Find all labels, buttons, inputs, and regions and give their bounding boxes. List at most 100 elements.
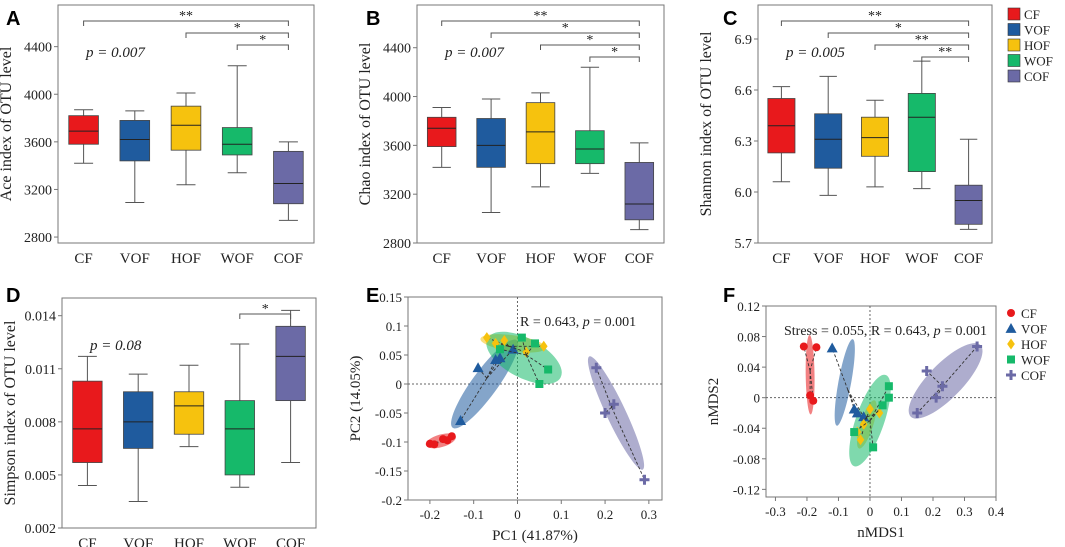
y-tick-label: 6.6	[735, 84, 753, 99]
box-vof	[814, 113, 843, 169]
x-tick-label: HOF	[860, 251, 890, 267]
spoke-line	[525, 354, 540, 385]
y-axis-label: Chao index of OTU level	[357, 42, 374, 205]
y-tick-label: -0.15	[375, 464, 402, 479]
point-wof	[544, 365, 553, 374]
plot-frame	[757, 4, 993, 244]
x-tick-label: -0.2	[420, 507, 441, 522]
panel-d: 0.002 0.005 0.008 0.011 0.014 Simpson index o…	[2, 297, 317, 547]
y-axis-label: nMDS2	[706, 378, 722, 426]
panel-letter: D	[6, 285, 20, 307]
point-hof	[482, 332, 491, 344]
significance-mark: *	[262, 302, 269, 317]
y-tick-label: 3200	[24, 183, 52, 198]
point-cof	[912, 407, 923, 418]
legend-label: VOF	[1021, 322, 1047, 337]
y-tick-label: 4400	[24, 41, 52, 56]
point-vof	[455, 415, 467, 425]
stats-annotation: R = 0.643, p = 0.001	[520, 315, 636, 330]
point-vof	[472, 362, 484, 373]
legend-label: COF	[1024, 69, 1049, 84]
point-hof	[856, 434, 865, 446]
box-hof	[170, 105, 202, 151]
point-vof	[826, 342, 838, 353]
y-tick-label: 4000	[383, 91, 411, 106]
panel-letter: E	[366, 285, 379, 307]
point-wof	[495, 345, 504, 354]
p-value-label: p = 0.005	[785, 45, 845, 61]
point-cf	[439, 435, 448, 444]
box-vof	[119, 120, 151, 162]
x-tick-label: COF	[274, 251, 303, 267]
panel-f: -0.3 -0.2 -0.1 0 0.1 0.2 0.3 0.4 -0.12 -0.08 -0.04…	[706, 299, 1005, 541]
y-axis-label: Shannon index of OTU level	[698, 31, 715, 216]
point-wof	[531, 339, 539, 348]
x-tick-label: 0.1	[893, 504, 909, 519]
legend-swatch-hof	[1007, 38, 1021, 52]
y-axis-label: Simpson index of OTU level	[2, 320, 19, 505]
box-wof	[907, 93, 936, 172]
plot-frame	[61, 297, 317, 529]
significance-mark: **	[938, 45, 952, 60]
x-tick-label: HOF	[174, 536, 204, 547]
significance-bracket	[540, 44, 640, 50]
y-tick-label: 0.005	[25, 469, 57, 484]
y-tick-label: 0.002	[25, 522, 57, 537]
plot-frame	[416, 4, 665, 244]
y-tick-label: -0.2	[381, 493, 402, 508]
significance-mark: **	[534, 9, 548, 24]
point-wof	[517, 333, 526, 342]
spoke-line	[809, 347, 817, 372]
panel-b: 2800 3200 3600 4000 4400 Chao index of OTU le…	[357, 4, 665, 267]
x-tick-label: CF	[78, 536, 96, 547]
box-cof	[275, 325, 306, 402]
y-tick-label: 0	[754, 391, 761, 406]
point-cf	[799, 342, 808, 351]
box-wof	[575, 130, 605, 165]
spoke-line	[926, 370, 943, 387]
point-hof	[491, 337, 500, 349]
box-cof	[954, 184, 983, 225]
y-tick-label: 0.008	[25, 416, 57, 431]
spoke-line	[916, 385, 943, 414]
point-wof	[884, 393, 893, 402]
x-tick-label: VOF	[476, 251, 506, 267]
triangle-icon	[1005, 323, 1017, 333]
significance-mark: **	[868, 9, 882, 24]
x-tick-label: 0	[514, 507, 521, 522]
x-tick-label: CF	[433, 251, 451, 267]
y-tick-label: 0.08	[737, 330, 760, 345]
y-tick-label: -0.05	[375, 406, 402, 421]
point-cf	[430, 440, 439, 449]
point-cf	[809, 396, 818, 405]
legend-label: WOF	[1024, 54, 1053, 69]
x-tick-label: -0.1	[463, 507, 484, 522]
y-tick-label: 0.15	[379, 290, 402, 305]
spoke-line	[856, 416, 868, 433]
point-cof	[972, 341, 983, 352]
box-vof	[123, 391, 154, 449]
spoke-line	[460, 377, 488, 421]
spoke-line	[499, 348, 527, 356]
point-wof	[878, 401, 887, 410]
spoke-line	[521, 337, 527, 356]
significance-mark: **	[179, 9, 193, 24]
p-value-label: p = 0.007	[444, 45, 505, 61]
stats-annotation: Stress = 0.055, R = 0.643, p = 0.001	[784, 324, 987, 339]
point-cof	[639, 474, 650, 485]
diamond-icon	[1007, 338, 1015, 350]
x-tick-label: WOF	[905, 251, 938, 267]
x-tick-label: 0.4	[988, 504, 1005, 519]
point-wof	[535, 380, 544, 388]
legend-swatch-cof	[1007, 69, 1021, 83]
legend-label: HOF	[1021, 337, 1047, 352]
point-wof	[850, 428, 859, 437]
point-hof	[539, 340, 548, 352]
y-axis-label: Ace index of OTU level	[0, 46, 15, 201]
legend-label: VOF	[1024, 23, 1050, 38]
square-icon	[1007, 355, 1015, 364]
y-tick-label: 0.04	[737, 360, 760, 375]
y-tick-label: 6.3	[735, 135, 753, 150]
panel-letter: A	[6, 8, 20, 30]
